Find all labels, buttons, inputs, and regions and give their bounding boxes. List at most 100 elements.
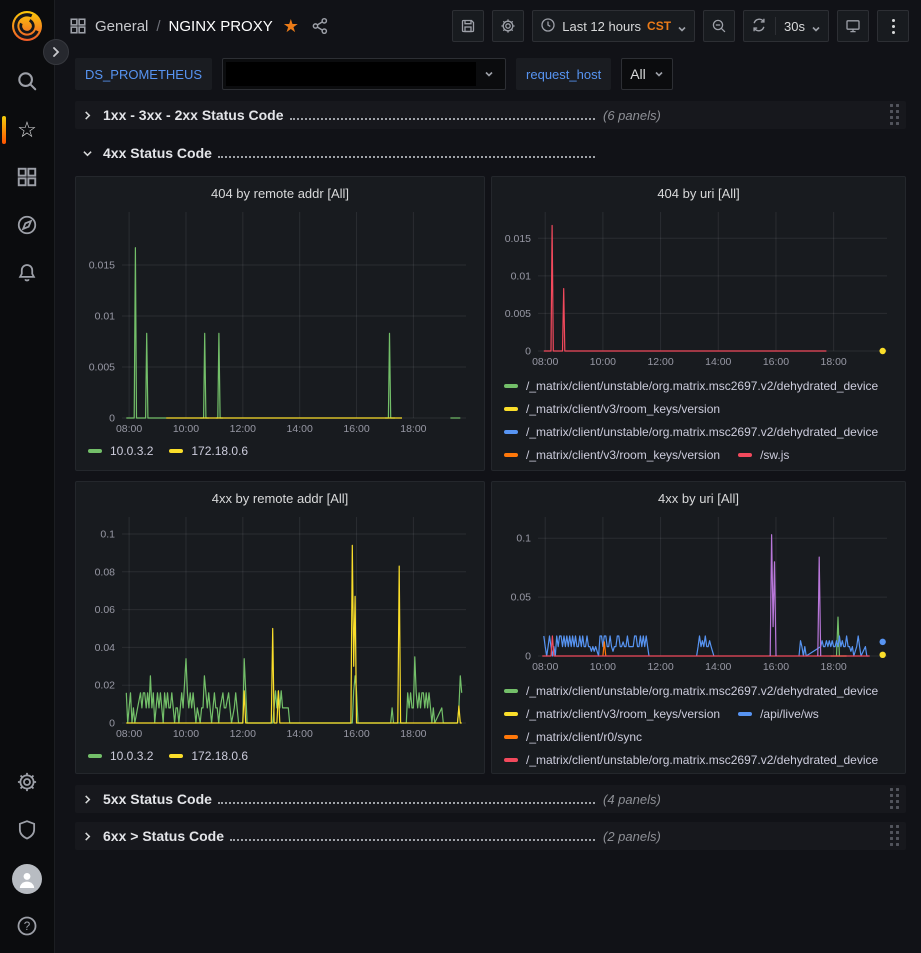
- save-dashboard-button[interactable]: [452, 10, 485, 42]
- breadcrumb-folder[interactable]: General: [95, 17, 149, 35]
- legend-label[interactable]: /api/live/ws: [760, 707, 819, 721]
- time-range-label: Last 12 hours: [562, 18, 642, 34]
- timeseries-chart[interactable]: 0 0.005 0.01 0.015 08:00 10:00 12:00 14:00 16:00…: [84, 205, 476, 438]
- svg-text:0: 0: [525, 346, 531, 358]
- legend-item[interactable]: 172.18.0.6: [169, 444, 248, 458]
- legend-label[interactable]: 10.0.3.2: [110, 444, 154, 458]
- timeseries-chart[interactable]: 0 0.005 0.01 0.015 08:00 10:00 12:00 14:00 16:00…: [500, 205, 897, 371]
- refresh-picker[interactable]: 30s: [743, 10, 829, 42]
- panel-row-1: 404 by remote addr [All] 0 0.005 0.01 0.015…: [75, 176, 906, 471]
- legend-swatch: [504, 735, 518, 739]
- legend-item[interactable]: /_matrix/client/v3/room_keys/version: [504, 448, 720, 462]
- svg-text:14:00: 14:00: [287, 728, 313, 740]
- legend-item[interactable]: /_matrix/client/unstable/org.matrix.msc2…: [504, 425, 878, 439]
- panel-legend: /_matrix/client/unstable/org.matrix.msc2…: [500, 371, 897, 466]
- legend-label[interactable]: 172.18.0.6: [191, 749, 249, 763]
- row-dotted-leader: [230, 830, 595, 841]
- panel-title[interactable]: 4xx by uri [All]: [658, 491, 739, 506]
- sidebar-expand-button[interactable]: [43, 39, 69, 65]
- row-panel-count: (2 panels): [603, 828, 661, 844]
- panel-title[interactable]: 4xx by remote addr [All]: [211, 491, 349, 506]
- kebab-menu-icon: [891, 18, 895, 34]
- legend-item[interactable]: 10.0.3.2: [88, 444, 153, 458]
- legend-label[interactable]: /sw.js: [760, 448, 790, 462]
- sidebar-item-server-admin[interactable]: [0, 807, 54, 855]
- row-dotted-leader: [289, 109, 595, 120]
- kiosk-mode-button[interactable]: [837, 10, 869, 42]
- legend-label[interactable]: 172.18.0.6: [191, 444, 249, 458]
- sidebar-item-starred[interactable]: ☆: [0, 106, 54, 154]
- legend-item[interactable]: /_matrix/client/unstable/org.matrix.msc2…: [504, 753, 878, 767]
- row-drag-handle[interactable]: [890, 788, 900, 810]
- sidebar-item-search[interactable]: [0, 58, 54, 106]
- panel-legend: 10.0.3.2 172.18.0.6: [84, 438, 476, 458]
- legend-label[interactable]: /_matrix/client/unstable/org.matrix.msc2…: [526, 379, 879, 393]
- legend-label[interactable]: /_matrix/client/v3/room_keys/version: [526, 448, 721, 462]
- legend-label[interactable]: /_matrix/client/r0/sync: [526, 730, 643, 744]
- svg-text:18:00: 18:00: [820, 661, 846, 673]
- sidebar-item-explore[interactable]: [0, 202, 54, 250]
- explore-compass-icon: [16, 214, 38, 239]
- panel-title[interactable]: 404 by uri [All]: [657, 186, 740, 201]
- request-host-select[interactable]: All: [621, 58, 673, 90]
- legend-item[interactable]: 10.0.3.2: [88, 749, 153, 763]
- svg-text:0.01: 0.01: [95, 311, 116, 323]
- legend-item[interactable]: 172.18.0.6: [169, 749, 248, 763]
- svg-text:0.005: 0.005: [89, 362, 115, 374]
- zoom-out-time-button[interactable]: [703, 10, 736, 42]
- variable-label-ds-prometheus[interactable]: DS_PROMETHEUS: [75, 58, 213, 90]
- row-drag-handle[interactable]: [890, 104, 900, 126]
- legend-label[interactable]: 10.0.3.2: [110, 749, 154, 763]
- legend-label[interactable]: /_matrix/client/unstable/org.matrix.msc2…: [526, 753, 879, 767]
- time-range-picker[interactable]: Last 12 hours CST: [532, 10, 696, 42]
- legend-item[interactable]: /_matrix/client/v3/room_keys/version: [504, 402, 720, 416]
- row-header-4xx[interactable]: 4xx Status Code: [75, 139, 906, 167]
- variable-label-request-host[interactable]: request_host: [516, 58, 612, 90]
- legend-item[interactable]: /_matrix/client/unstable/org.matrix.msc2…: [504, 684, 878, 698]
- chevron-down-icon: [654, 69, 664, 79]
- dashboard-title[interactable]: NGINX PROXY: [168, 17, 273, 35]
- panel-row-2: 4xx by remote addr [All] 0 0.02 0.04 0.06 0.…: [75, 481, 906, 774]
- panel-4xx-by-remote-addr: 4xx by remote addr [All] 0 0.02 0.04 0.06 0.…: [75, 481, 485, 774]
- legend-swatch: [88, 449, 102, 453]
- legend-item[interactable]: /_matrix/client/unstable/org.matrix.msc2…: [504, 379, 878, 393]
- legend-swatch: [88, 754, 102, 758]
- sidebar-item-alerting[interactable]: [0, 250, 54, 298]
- share-icon[interactable]: [311, 17, 329, 35]
- chevron-right-icon: [79, 831, 95, 841]
- legend-swatch: [504, 430, 518, 434]
- chevron-down-icon: [79, 149, 95, 158]
- legend-item[interactable]: /_matrix/client/v3/room_keys/version: [504, 707, 720, 721]
- svg-text:16:00: 16:00: [763, 661, 789, 673]
- sidebar-item-help[interactable]: ?: [0, 903, 54, 951]
- svg-text:0: 0: [525, 651, 531, 663]
- legend-label[interactable]: /_matrix/client/v3/room_keys/version: [526, 707, 721, 721]
- dashboard-canvas: 1xx - 3xx - 2xx Status Code (6 panels) 4…: [55, 98, 921, 953]
- row-header-1xx-3xx-2xx[interactable]: 1xx - 3xx - 2xx Status Code (6 panels): [75, 101, 906, 129]
- sidebar-item-dashboards[interactable]: [0, 154, 54, 202]
- row-panel-count: (4 panels): [603, 791, 661, 807]
- legend-label[interactable]: /_matrix/client/v3/room_keys/version: [526, 402, 721, 416]
- sidebar-item-profile[interactable]: [0, 855, 54, 903]
- timeseries-chart[interactable]: 0 0.02 0.04 0.06 0.08 0.1 08:00 10:00 12:00 14:00…: [84, 510, 476, 743]
- dashboard-settings-button[interactable]: [492, 10, 525, 42]
- top-navbar: General / NGINX PROXY ★ Last 12 hours CS…: [55, 0, 921, 52]
- svg-text:18:00: 18:00: [400, 423, 426, 435]
- panel-title[interactable]: 404 by remote addr [All]: [210, 186, 350, 201]
- legend-item[interactable]: /api/live/ws: [738, 707, 819, 721]
- grafana-logo[interactable]: [7, 6, 47, 46]
- favorite-star-icon[interactable]: ★: [282, 15, 299, 36]
- legend-item[interactable]: /sw.js: [738, 448, 789, 462]
- row-header-5xx[interactable]: 5xx Status Code (4 panels): [75, 785, 906, 813]
- breadcrumb: General / NGINX PROXY ★: [69, 16, 329, 37]
- timeseries-chart[interactable]: 0 0.05 0.1 08:00 10:00 12:00 14:00 16:00 18:00: [500, 510, 897, 676]
- datasource-select[interactable]: [222, 58, 507, 90]
- legend-label[interactable]: /_matrix/client/unstable/org.matrix.msc2…: [526, 425, 879, 439]
- svg-text:18:00: 18:00: [820, 356, 846, 368]
- legend-label[interactable]: /_matrix/client/unstable/org.matrix.msc2…: [526, 684, 879, 698]
- kebab-menu-button[interactable]: [877, 10, 909, 42]
- row-drag-handle[interactable]: [890, 825, 900, 847]
- row-header-6xx[interactable]: 6xx > Status Code (2 panels): [75, 822, 906, 850]
- legend-item[interactable]: /_matrix/client/r0/sync: [504, 730, 642, 744]
- sidebar-item-configuration[interactable]: [0, 759, 54, 807]
